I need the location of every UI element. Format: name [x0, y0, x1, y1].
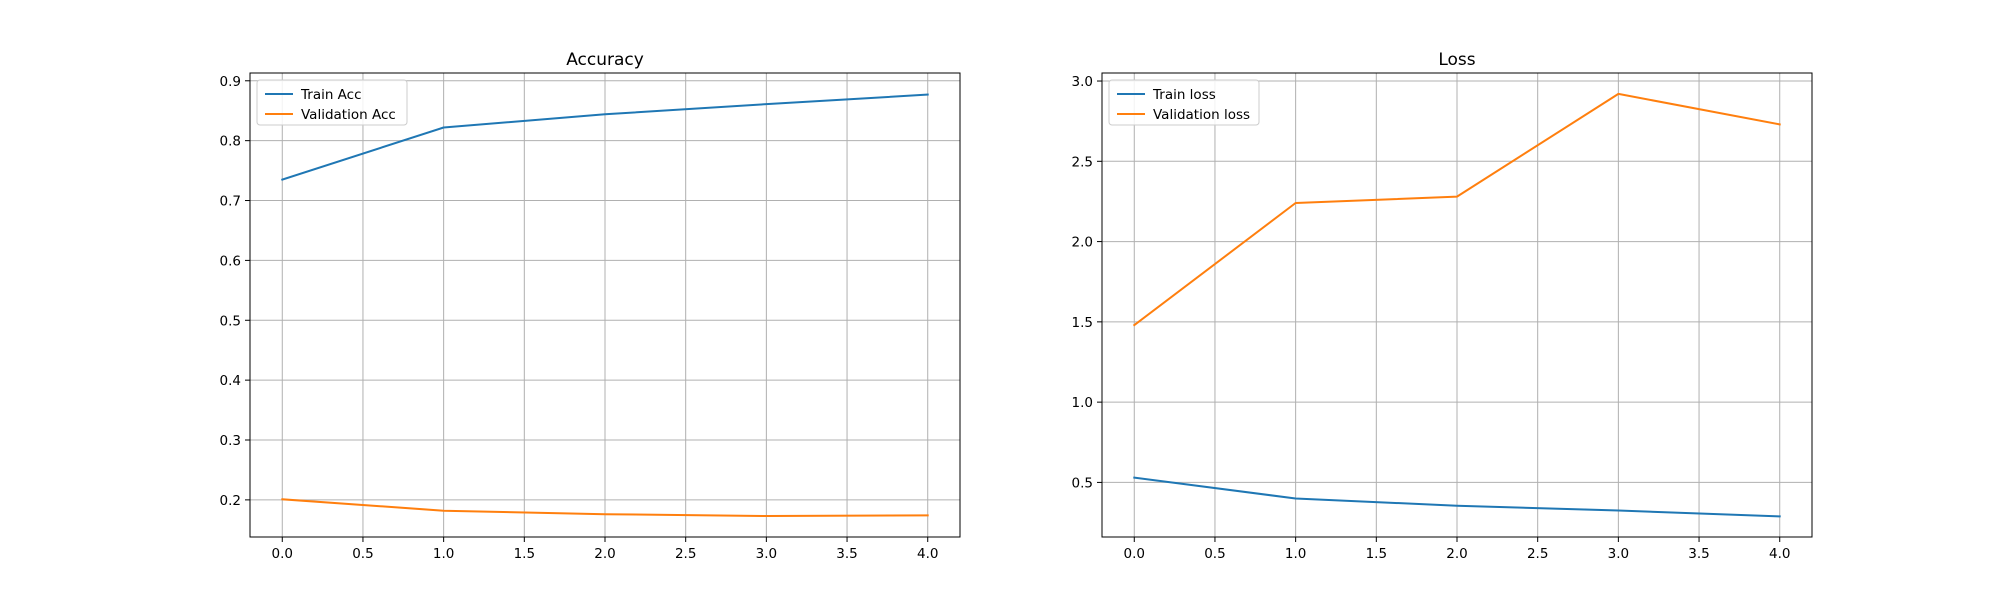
- x-tick-label: 4.0: [917, 546, 938, 562]
- y-tick-label: 1.5: [1072, 315, 1093, 331]
- x-tick-label: 2.5: [675, 546, 696, 562]
- y-tick-label: 0.9: [220, 74, 241, 90]
- x-tick-label: 4.0: [1769, 546, 1790, 562]
- x-tick-label: 1.0: [1285, 546, 1306, 562]
- series-line-0: [1133, 476, 1781, 518]
- y-tick-label: 0.5: [220, 313, 241, 329]
- legend-label: Train Acc: [300, 87, 362, 103]
- y-tick-label: 2.0: [1072, 235, 1093, 251]
- y-tick-label: 0.5: [1072, 475, 1093, 491]
- series-line-1: [281, 498, 929, 517]
- y-tick-label: 0.2: [220, 493, 241, 509]
- y-tick-label: 1.0: [1072, 395, 1093, 411]
- x-tick-label: 2.0: [594, 546, 615, 562]
- y-tick-label: 0.3: [220, 433, 241, 449]
- legend-label: Validation loss: [1153, 107, 1250, 123]
- legend-box: [1108, 79, 1260, 126]
- y-tick-label: 0.4: [220, 373, 241, 389]
- x-tick-label: 2.0: [1446, 546, 1467, 562]
- chart-title: Loss: [1438, 50, 1475, 70]
- y-tick-label: 2.5: [1072, 154, 1093, 170]
- x-tick-label: 2.5: [1527, 546, 1548, 562]
- x-tick-label: 3.0: [756, 546, 777, 562]
- x-tick-label: 0.5: [352, 546, 373, 562]
- chart-1: 0.0 0.5 1.0 1.5 2.0 2.5 3.0 3.5 4.0 0.5 1.0 1.5 2.0 2…: [1072, 50, 1813, 562]
- x-tick-label: 1.5: [514, 546, 535, 562]
- x-tick-label: 0.0: [1124, 546, 1145, 562]
- y-tick-label: 3.0: [1072, 74, 1093, 90]
- y-tick-label: 0.8: [220, 134, 241, 150]
- x-tick-label: 3.0: [1608, 546, 1629, 562]
- plot-frame: [1101, 72, 1813, 538]
- x-tick-label: 3.5: [1688, 546, 1709, 562]
- legend-label: Validation Acc: [301, 107, 396, 123]
- legend: Train loss Validation loss: [1108, 79, 1260, 126]
- series-line-0: [281, 93, 929, 181]
- plot-frame: [249, 72, 961, 538]
- legend-box: [256, 79, 408, 126]
- x-tick-label: 1.5: [1366, 546, 1387, 562]
- x-tick-label: 3.5: [836, 546, 857, 562]
- legend: Train Acc Validation Acc: [256, 79, 408, 126]
- x-tick-label: 1.0: [433, 546, 454, 562]
- chart-0: 0.0 0.5 1.0 1.5 2.0 2.5 3.0 3.5 4.0 0.2 0.3 0.4 0.5 0…: [220, 50, 961, 562]
- legend-label: Train loss: [1152, 87, 1216, 103]
- x-tick-label: 0.0: [272, 546, 293, 562]
- y-tick-label: 0.7: [220, 194, 241, 210]
- series-line-1: [1132, 92, 1781, 327]
- x-tick-label: 0.5: [1204, 546, 1225, 562]
- y-tick-label: 0.6: [220, 253, 241, 269]
- chart-title: Accuracy: [566, 50, 644, 70]
